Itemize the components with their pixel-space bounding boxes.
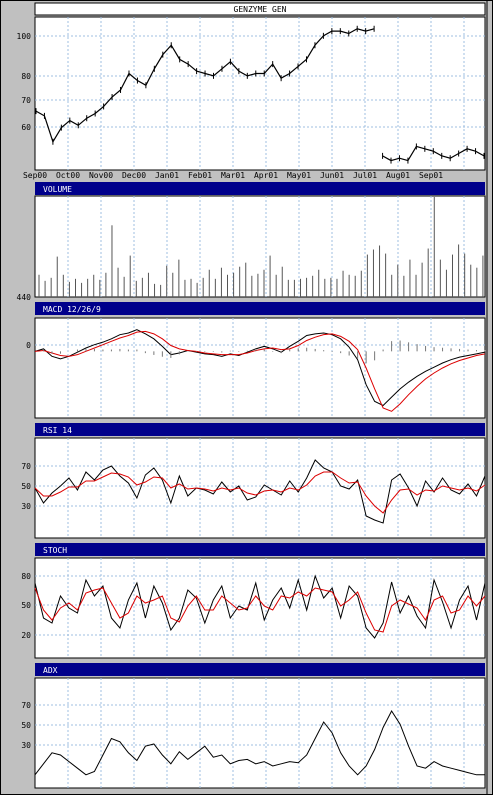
panel-4-y-tick: 80 (21, 572, 31, 581)
panel-4-y-tick: 50 (21, 601, 31, 610)
x-tick-label: Dec00 (122, 171, 146, 180)
panel-0-y-tick: 70 (21, 96, 31, 105)
panel-5-header-bar (35, 663, 485, 676)
panel-3-title: RSI 14 (43, 426, 72, 435)
panel-5-series-0 (34, 710, 485, 776)
x-tick-label: Nov00 (89, 171, 113, 180)
panel-5-plot-area (34, 677, 486, 789)
x-tick-label: Jul01 (353, 171, 377, 180)
panel-3-series-1 (34, 471, 486, 514)
x-tick-label: Oct00 (56, 171, 80, 180)
chart-title: GENZYME GEN (234, 5, 287, 14)
panel-0-plot-area (34, 16, 486, 171)
panel-5-y-tick: 70 (21, 701, 31, 710)
x-tick-label: Feb01 (188, 171, 212, 180)
x-tick-label: May01 (287, 171, 311, 180)
panel-3-plot-area (34, 437, 486, 539)
panel-4-title: STOCH (43, 546, 67, 555)
panel-3-y-tick: 30 (21, 502, 31, 511)
panel-3-y-tick: 70 (21, 462, 31, 471)
panel-1-title: VOLUME (43, 185, 72, 194)
x-tick-label: Mar01 (221, 171, 245, 180)
x-tick-label: Jan01 (155, 171, 179, 180)
panel-0-y-tick: 100 (17, 32, 32, 41)
x-tick-label: Apr01 (254, 171, 278, 180)
x-tick-label: Sep01 (419, 171, 443, 180)
panel-2-header-bar (35, 302, 485, 315)
panel-2-series-1 (34, 330, 486, 412)
x-tick-label: Aug01 (386, 171, 410, 180)
x-tick-label: Sep00 (23, 171, 47, 180)
panel-4-y-tick: 20 (21, 631, 31, 640)
panel-5-y-tick: 30 (21, 741, 31, 750)
panel-0-y-tick: 80 (21, 72, 31, 81)
panel-2-title: MACD 12/26/9 (43, 305, 101, 314)
panel-4-series-1 (34, 587, 486, 633)
x-tick-label: Jun01 (320, 171, 344, 180)
panel-3-series-0 (34, 459, 486, 524)
panel-2-series-0 (34, 329, 486, 407)
panel-1-plot-area (34, 195, 486, 298)
panel-3-y-tick: 50 (21, 482, 31, 491)
panel-3-header-bar (35, 423, 485, 436)
panel-5-title: ADX (43, 666, 58, 675)
panel-4-header-bar (35, 543, 485, 556)
panel-2-plot-area (34, 317, 486, 419)
panel-1-y-tick: 440 (17, 293, 32, 302)
panel-5-y-tick: 50 (21, 721, 31, 730)
panel-4-plot-area (34, 557, 486, 659)
panel-1-header-bar (35, 182, 485, 195)
panel-0-y-tick: 60 (21, 123, 31, 132)
title-strip (34, 2, 486, 16)
panel-2-y-tick: 0 (26, 341, 31, 350)
